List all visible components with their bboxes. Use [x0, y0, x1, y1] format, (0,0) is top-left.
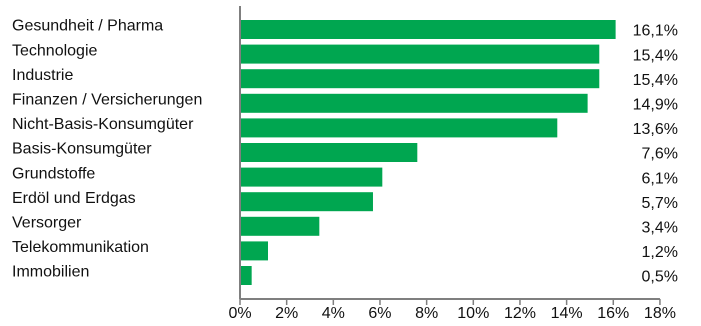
- value-label: 7,6%: [642, 146, 678, 163]
- value-labels: 16,1% 15,4% 15,4% 14,9% 13,6% 7,6% 6,1% 5,7% 3,4…: [633, 23, 678, 286]
- x-tick-label: 2%: [275, 305, 298, 322]
- category-label: Grundstoffe: [12, 165, 95, 182]
- category-label: Industrie: [12, 67, 73, 84]
- bar-6: [241, 143, 418, 162]
- category-label: Erdöl und Erdgas: [12, 190, 136, 207]
- value-label: 3,4%: [642, 220, 678, 237]
- bar-7: [241, 167, 383, 187]
- value-label: 15,4%: [633, 47, 678, 64]
- x-tick-label: 14%: [551, 305, 583, 322]
- x-tick-label: 4%: [322, 305, 345, 322]
- value-label: 5,7%: [642, 195, 678, 212]
- bar-5: [241, 118, 558, 138]
- bar-10: [241, 241, 268, 261]
- x-tick-label: 10%: [457, 305, 489, 322]
- x-axis: 0% 2% 4% 6% 8% 10% 12% 14% 16% 18%: [228, 298, 676, 322]
- x-tick-label: 0%: [228, 305, 251, 322]
- bar-8: [241, 192, 373, 212]
- x-tick-label: 8%: [415, 305, 438, 322]
- bar-11: [241, 266, 252, 285]
- bars-group: [241, 20, 616, 285]
- category-label: Technologie: [12, 42, 98, 59]
- value-label: 16,1%: [633, 23, 678, 40]
- bar-9: [241, 216, 320, 236]
- bar-1: [241, 20, 616, 39]
- category-label: Nicht-Basis-Konsumgüter: [12, 116, 194, 133]
- x-tick-label: 16%: [597, 305, 629, 322]
- value-label: 1,2%: [642, 244, 678, 261]
- category-label: Finanzen / Versicherungen: [12, 92, 202, 109]
- category-label: Versorger: [12, 215, 82, 232]
- x-tick-label: 12%: [504, 305, 536, 322]
- category-label: Gesundheit / Pharma: [12, 18, 163, 35]
- x-tick-label: 6%: [368, 305, 391, 322]
- x-tick-label: 18%: [644, 305, 676, 322]
- category-labels: Gesundheit / Pharma Technologie Industrie F…: [12, 18, 202, 281]
- category-label: Telekommunikation: [12, 239, 149, 256]
- category-label: Immobilien: [12, 264, 89, 281]
- value-label: 0,5%: [642, 269, 678, 286]
- category-label: Basis-Konsumgüter: [12, 141, 152, 158]
- value-label: 14,9%: [633, 97, 678, 114]
- value-label: 6,1%: [642, 170, 678, 187]
- bar-4: [241, 93, 588, 113]
- value-label: 15,4%: [633, 72, 678, 89]
- value-label: 13,6%: [633, 121, 678, 138]
- bar-3: [241, 69, 600, 89]
- bar-2: [241, 44, 600, 64]
